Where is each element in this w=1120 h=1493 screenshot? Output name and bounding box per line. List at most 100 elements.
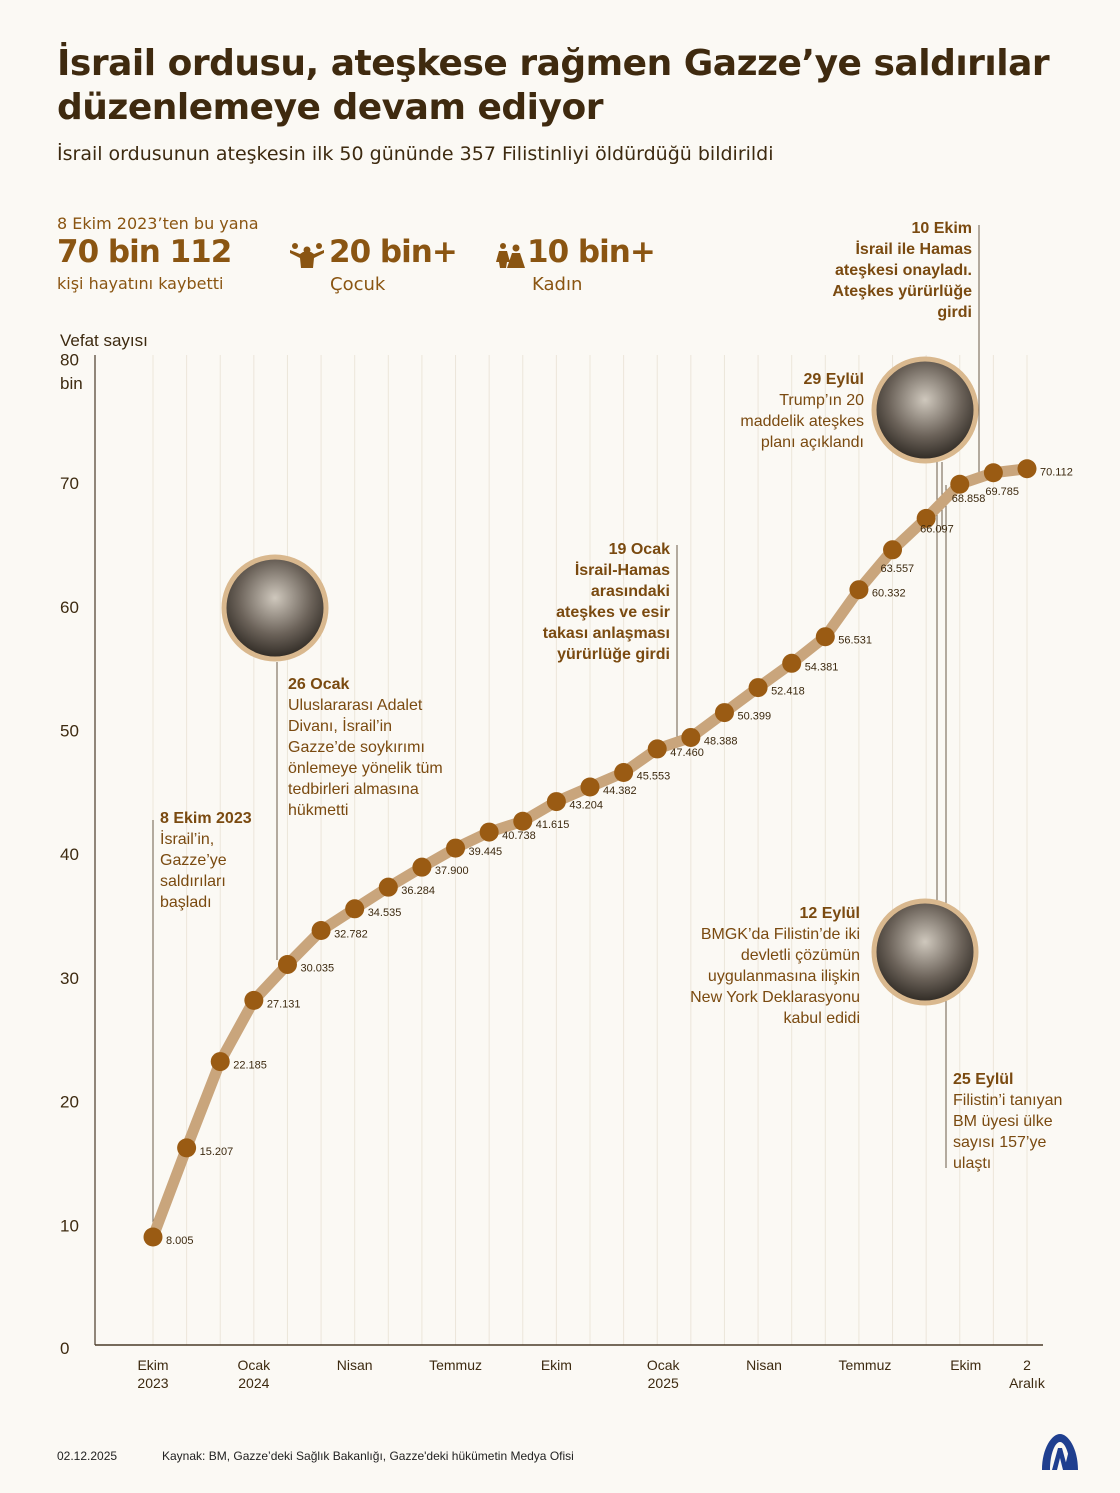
x-tick-label: Nisan [746,1357,782,1373]
stat-total: 70 bin 112 [57,234,232,270]
stat-total-label: kişi hayatını kaybetti [57,274,224,293]
women-icon [496,243,525,268]
annotation-line: yürürlüğe girdi [557,646,670,663]
annotation-date: 25 Eylül [953,1071,1014,1088]
annotation-line: kabul edidi [783,1010,861,1027]
annotation-line: takası anlaşması [542,625,670,642]
annotation-line: İsrail’in, [160,831,215,848]
data-label: 27.131 [267,998,301,1010]
footer-date: 02.12.2025 [57,1449,118,1463]
annotation-line: Gazze’de soykırımı [288,739,425,756]
data-point [1017,459,1037,479]
data-label: 44.382 [603,785,637,797]
x-tick-label: Ekim [950,1357,981,1373]
data-label: 39.445 [469,846,503,858]
y-tick-label: 20 [60,1093,79,1112]
annotation-12-eylul: 12 Eylül BMGK’da Filistin’de iki devletli … [690,903,860,1029]
data-label: 15.207 [200,1146,234,1158]
annotation-line: Filistin’i tanıyan [953,1092,1063,1109]
data-label: 47.460 [670,747,704,759]
y-tick-label: 30 [60,969,79,988]
x-tick-label: Temmuz [429,1357,482,1373]
x-tick-label: Ekim [137,1357,168,1373]
data-label: 45.553 [637,771,671,783]
annotation-10-ekim: 10 Ekim İsrail ile Hamas ateşkesi onayladı… [832,218,972,323]
y-tick-unit: bin [60,374,83,393]
data-point [513,811,533,831]
y-tick-label: 60 [60,598,79,617]
annotation-8-ekim-2023: 8 Ekim 2023 İsrail’in, Gazze’ye saldırıları… [160,808,252,913]
annotation-date: 29 Eylül [803,371,864,388]
data-label: 50.399 [737,711,771,723]
annotation-line: arasındaki [590,583,670,600]
data-label: 48.388 [704,735,738,747]
annotation-line: ulaştı [953,1155,992,1172]
data-point [681,727,701,747]
data-label: 43.204 [569,800,603,812]
annotation-line: Divanı, İsrail’in [288,718,393,735]
data-label: 66.097 [920,523,954,535]
annotation-line: New York Deklarasyonu [690,989,860,1006]
data-point [244,990,264,1010]
data-label: 32.782 [334,928,368,940]
data-point [883,540,903,560]
data-label: 8.005 [166,1235,194,1247]
unsc-photo [871,898,979,1006]
data-label: 34.535 [368,907,402,919]
annotation-line: Gazze’ye [160,852,227,869]
data-point [378,877,398,897]
annotation-date: 10 Ekim [911,220,972,237]
annotation-line: ateşkesi onayladı. [835,262,972,279]
stat-children-label: Çocuk [330,274,386,295]
data-point [950,474,970,494]
stat-since: 8 Ekim 2023’ten bu yana [57,214,259,233]
y-tick-label: 0 [60,1339,69,1358]
annotation-text: İsrail’in, Gazze’ye saldırıları başladı [160,829,252,913]
annotation-line: devletli çözümün [740,947,860,964]
annotation-line: girdi [937,304,972,321]
x-tick-label: Ocak [647,1357,681,1373]
annotation-text: Filistin’i tanıyan BM üyesi ülke sayısı 15… [953,1090,1062,1174]
annotation-line: sayısı 157’ye [953,1134,1047,1151]
annotation-line: İsrail-Hamas [574,562,670,579]
annotation-line: Uluslararası Adalet [288,697,423,714]
data-point [748,678,768,698]
data-point [849,580,869,600]
page-subtitle: İsrail ordusunun ateşkesin ilk 50 gününd… [57,143,774,165]
annotation-line: Ateşkes yürürlüğe [832,283,972,300]
data-label: 63.557 [881,563,915,575]
aa-logo [1042,1434,1078,1470]
data-point [479,822,499,842]
data-point [177,1138,197,1158]
annotation-line: başladı [160,894,212,911]
data-label: 60.332 [872,588,906,600]
data-point [546,792,566,812]
annotation-line: saldırıları [160,873,226,890]
data-label: 41.615 [536,819,570,831]
y-tick-label: 40 [60,845,79,864]
annotation-text: BMGK’da Filistin’de iki devletli çözümün u… [690,924,860,1029]
data-point [782,653,802,673]
footer-source: Kaynak: BM, Gazze’deki Sağlık Bakanlığı,… [162,1449,574,1463]
x-tick-label: Temmuz [838,1357,891,1373]
data-point [614,763,634,783]
annotation-line: ateşkes ve esir [556,604,670,621]
annotation-date: 26 Ocak [288,676,350,693]
annotation-29-eylul: 29 Eylül Trump’ın 20 maddelik ateşkes planı… [740,369,864,453]
y-axis-label: Vefat sayısı [60,331,148,350]
annotation-text: Uluslararası Adalet Divanı, İsrail’in Gazz… [288,695,443,821]
data-label: 22.185 [233,1060,267,1072]
annotation-line: BMGK’da Filistin’de iki [700,926,860,943]
annotation-line: tedbirleri almasına [288,781,419,798]
x-tick-label: 2 [1023,1357,1031,1373]
x-tick-label: Nisan [337,1357,373,1373]
data-point [714,703,734,723]
annotation-line: BM üyesi ülke [953,1113,1053,1130]
data-label: 52.418 [771,686,805,698]
annotation-date: 19 Ocak [608,541,670,558]
annotation-25-eylul: 25 Eylül Filistin’i tanıyan BM üyesi ülke s… [953,1069,1062,1174]
stat-children: 20 bin+ [329,234,458,270]
annotation-19-ocak: 19 Ocak İsrail-Hamas arasındaki ateşkes ve … [543,539,670,665]
annotation-line: planı açıklandı [760,434,864,451]
